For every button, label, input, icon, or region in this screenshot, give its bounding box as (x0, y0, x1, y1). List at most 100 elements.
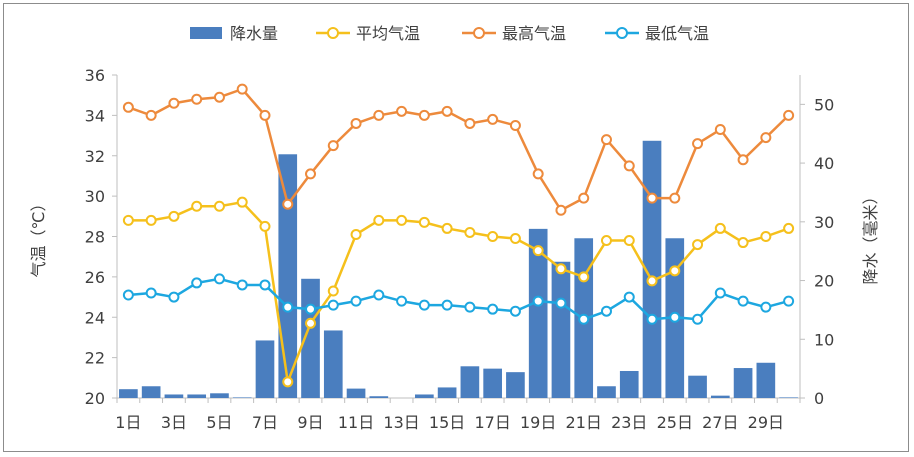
series-point (122, 214, 134, 226)
series-point (487, 303, 499, 315)
x-tick-label: 15日 (429, 413, 465, 432)
legend-marker (616, 27, 628, 39)
series-point (396, 214, 408, 226)
series-point (441, 222, 453, 234)
series-point (373, 289, 385, 301)
series-point (623, 160, 635, 172)
legend-label: 最高气温 (502, 24, 566, 43)
series-point (259, 109, 271, 121)
right-axis-title: 降水（毫米） (861, 188, 880, 284)
x-tick-label: 25日 (657, 413, 693, 432)
series-point (259, 279, 271, 291)
series-point (532, 245, 544, 257)
left-axis-title: 气温（℃） (29, 196, 48, 278)
series-point (737, 237, 749, 249)
series-point (441, 299, 453, 311)
series-point (623, 235, 635, 247)
series-point (578, 271, 590, 283)
left-tick-label: 20 (85, 389, 105, 408)
right-tick-label: 50 (814, 95, 834, 114)
series-point (145, 214, 157, 226)
precip-bar (232, 397, 252, 398)
x-tick-label: 13日 (383, 413, 419, 432)
x-tick-label: 1日 (115, 413, 141, 432)
series-point (282, 301, 294, 313)
right-tick-label: 10 (814, 330, 834, 349)
left-tick-label: 34 (85, 106, 105, 125)
series-line (128, 277, 789, 321)
series-point (213, 91, 225, 103)
series-point (122, 101, 134, 113)
series-point (509, 305, 521, 317)
legend-swatch (190, 27, 222, 39)
series-point (327, 299, 339, 311)
series-point (350, 295, 362, 307)
series-point (555, 263, 567, 275)
series-point (578, 313, 590, 325)
series-point (783, 222, 795, 234)
precip-bar (528, 228, 548, 398)
series-point (418, 216, 430, 228)
series-point (418, 299, 430, 311)
left-tick-label: 36 (85, 66, 105, 85)
precip-bar (164, 394, 184, 398)
x-tick-label: 11日 (338, 413, 374, 432)
precip-bar (278, 154, 298, 398)
series-point (555, 204, 567, 216)
precip-bar (688, 375, 707, 398)
precip-bar (710, 395, 730, 398)
x-tick-label: 19日 (520, 413, 556, 432)
precip-bar (119, 389, 138, 398)
series-point (692, 239, 704, 251)
series-point (555, 297, 567, 309)
series-point (305, 168, 317, 180)
x-tick-label: 29日 (748, 413, 784, 432)
series-point (760, 132, 772, 144)
precip-bar (619, 370, 639, 398)
series-point (191, 200, 203, 212)
left-tick-label: 28 (85, 228, 105, 247)
series-point (168, 291, 180, 303)
legend-label: 最低气温 (645, 24, 709, 43)
precip-bar (210, 393, 229, 398)
series-point (373, 214, 385, 226)
series-point (213, 200, 225, 212)
x-tick-label: 27日 (702, 413, 738, 432)
series-point (669, 192, 681, 204)
series-point (669, 265, 681, 277)
series-point (737, 295, 749, 307)
legend-label: 降水量 (230, 24, 278, 43)
precip-bar (346, 388, 366, 398)
series-point (532, 168, 544, 180)
right-tick-label: 0 (814, 389, 824, 408)
precip-bar (779, 397, 798, 398)
precip-bar (460, 366, 480, 398)
series-point (760, 301, 772, 313)
series-point (669, 311, 681, 323)
series-point (122, 289, 134, 301)
series-point (282, 198, 294, 210)
x-tick-label: 23日 (611, 413, 647, 432)
left-tick-label: 26 (85, 268, 105, 287)
right-tick-label: 40 (814, 154, 834, 173)
series-point (646, 192, 658, 204)
left-tick-label: 22 (85, 349, 105, 368)
legend-marker (327, 27, 339, 39)
precip-bar (506, 372, 525, 398)
x-tick-label: 9日 (297, 413, 323, 432)
series-point (145, 109, 157, 121)
precip-bar (187, 394, 207, 398)
precip-bar (323, 330, 343, 398)
series-point (600, 305, 612, 317)
x-tick-label: 7日 (252, 413, 278, 432)
series-point (714, 124, 726, 136)
right-tick-label: 20 (814, 272, 834, 291)
legend-marker (473, 27, 485, 39)
series-point (692, 313, 704, 325)
series-point (714, 287, 726, 299)
precip-bar (597, 386, 616, 398)
series-point (441, 105, 453, 117)
precip-bar (255, 340, 275, 398)
precip-bar (642, 140, 662, 399)
